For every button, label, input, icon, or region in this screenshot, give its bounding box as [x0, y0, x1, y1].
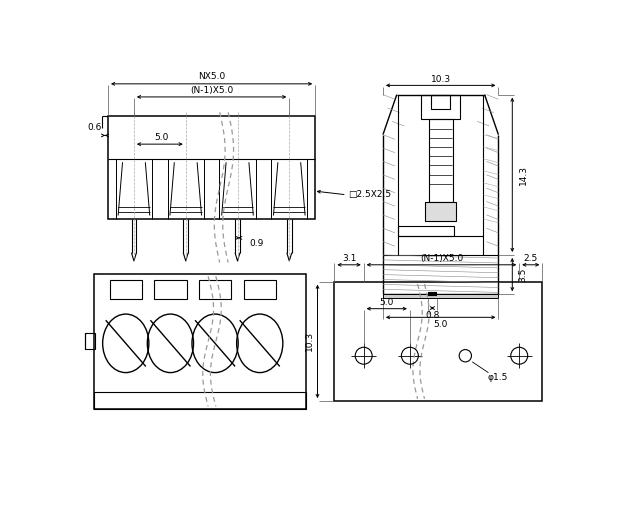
- Text: NX5.0: NX5.0: [198, 73, 226, 81]
- Bar: [429, 119, 452, 202]
- Text: 5.0: 5.0: [433, 320, 448, 329]
- Bar: [108, 116, 315, 218]
- Bar: [94, 274, 306, 409]
- Text: 10.3: 10.3: [306, 331, 314, 351]
- Text: 14.3: 14.3: [518, 165, 527, 185]
- Bar: [85, 333, 95, 349]
- Bar: [335, 282, 542, 401]
- Text: 3.1: 3.1: [342, 254, 356, 263]
- Bar: [425, 202, 456, 221]
- Text: (N-1)X5.0: (N-1)X5.0: [190, 86, 233, 94]
- Bar: [110, 280, 142, 299]
- Text: □2.5X2.5: □2.5X2.5: [348, 190, 391, 199]
- Text: 0.9: 0.9: [249, 239, 264, 249]
- Text: φ1.5: φ1.5: [488, 373, 508, 382]
- Text: (N-1)X5.0: (N-1)X5.0: [420, 254, 463, 263]
- Bar: [154, 280, 186, 299]
- Text: 0.6: 0.6: [87, 123, 101, 132]
- Text: 2.5: 2.5: [524, 254, 538, 263]
- Bar: [94, 392, 306, 409]
- Bar: [244, 280, 276, 299]
- Bar: [421, 94, 460, 119]
- Text: 0.8: 0.8: [425, 310, 440, 320]
- Text: 5.0: 5.0: [380, 298, 394, 307]
- Text: 5.0: 5.0: [154, 133, 169, 142]
- Text: 3.5: 3.5: [518, 267, 527, 282]
- Bar: [432, 94, 450, 109]
- Text: 10.3: 10.3: [431, 75, 450, 84]
- Bar: [383, 294, 498, 298]
- Bar: [398, 226, 454, 236]
- Bar: [199, 280, 231, 299]
